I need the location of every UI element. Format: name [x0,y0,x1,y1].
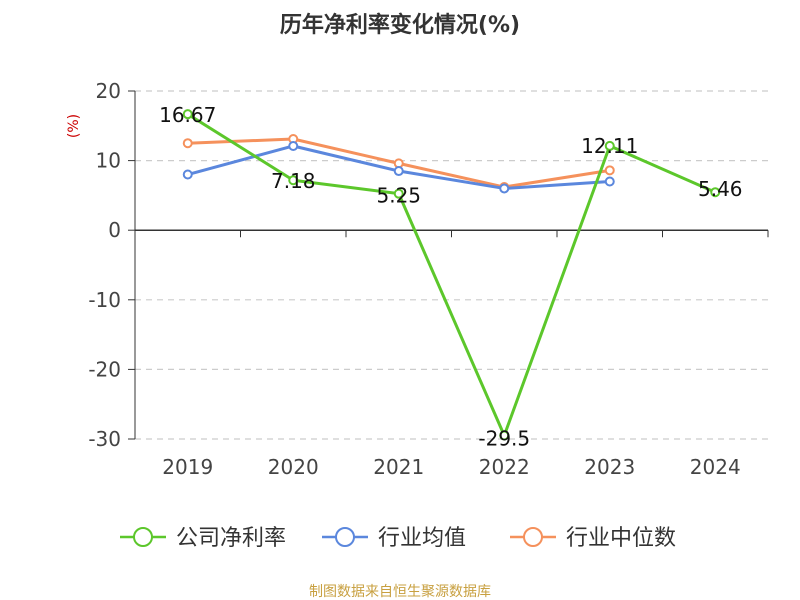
x-tick-label: 2023 [584,455,635,479]
data-point [604,176,615,187]
x-tick-label: 2021 [373,455,424,479]
data-point [499,183,510,194]
y-tick-label: 20 [96,79,121,103]
y-tick-label: -30 [88,427,121,451]
legend-label: 公司净利率 [176,526,286,551]
x-tick-label: 2020 [268,455,319,479]
data-point [499,430,510,441]
data-label: 7.18 [271,169,316,193]
data-point [710,187,721,198]
data-point [604,165,615,176]
data-point [182,109,193,120]
data-point [182,169,193,180]
series-line [186,112,716,438]
x-tick-label: 2024 [690,455,741,479]
x-tick-label: 2022 [479,455,530,479]
x-tick-label: 2019 [162,455,213,479]
data-point [288,175,299,186]
chart-title: 历年净利率变化情况(%) [280,12,520,38]
y-tick-label: -10 [88,288,121,312]
data-label: 12.11 [581,134,638,158]
legend-marker [335,527,355,547]
data-label: 16.67 [159,103,216,127]
legend-label: 行业中位数 [566,526,676,551]
y-axis-unit-label: (%) [66,114,82,138]
data-point [393,188,404,199]
y-tick-label: 0 [108,218,121,242]
y-tick-label: 10 [96,149,121,173]
data-point [393,166,404,177]
legend-label: 行业均值 [378,526,466,551]
data-point [604,140,615,151]
y-tick-label: -20 [88,357,121,381]
legend-marker [133,527,153,547]
data-label: 5.25 [376,184,421,208]
legend-marker [523,527,543,547]
data-point [182,138,193,149]
data-label: -29.5 [478,427,530,451]
data-label: 5.46 [698,177,743,201]
data-point [288,140,299,151]
source-note: 制图数据来自恒生聚源数据库 [309,584,491,600]
